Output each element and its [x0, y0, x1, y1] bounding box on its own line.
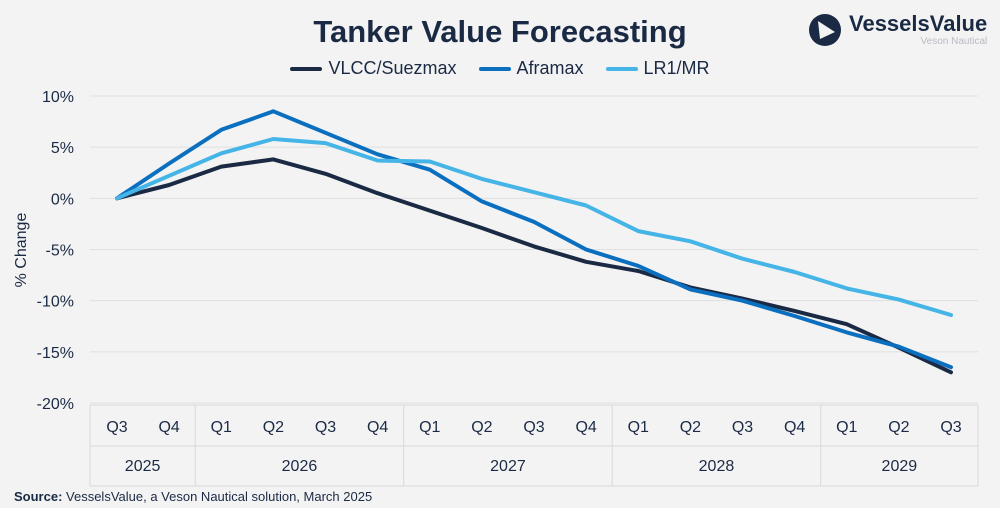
logo-subtext: Veson Nautical — [920, 36, 988, 47]
x-tick-label: Q1 — [628, 419, 649, 436]
series-line-vlcc-suezmax — [115, 157, 953, 375]
y-tick-label: -5% — [46, 243, 74, 260]
x-tick-label: Q4 — [367, 419, 388, 436]
logo-icon — [809, 14, 841, 46]
x-tick-label: Q2 — [471, 419, 492, 436]
legend-item: Aframax — [478, 58, 584, 79]
year-label: 2028 — [699, 458, 735, 475]
legend-label: LR1/MR — [643, 58, 710, 78]
legend-item: VLCC/Suezmax — [290, 58, 457, 79]
series-line-aframax — [115, 109, 953, 370]
x-tick-label: Q2 — [888, 419, 909, 436]
legend-swatch — [478, 66, 511, 71]
x-tick-label: Q4 — [158, 419, 179, 436]
legend: VLCC/Suezmax Aframax LR1/MR — [0, 58, 1000, 79]
y-tick-label: -15% — [37, 345, 74, 362]
x-tick-label: Q1 — [211, 419, 232, 436]
legend-label: Aframax — [516, 58, 584, 78]
y-tick-label: 10% — [42, 89, 74, 106]
x-tick-label: Q2 — [680, 419, 701, 436]
source-label: Source: — [14, 489, 63, 504]
x-tick-label: Q3 — [523, 419, 544, 436]
legend-swatch — [605, 66, 638, 71]
chart-title: Tanker Value Forecasting — [313, 14, 687, 49]
y-tick-label: 0% — [51, 191, 74, 208]
logo: VesselsValue Veson Nautical — [808, 12, 987, 48]
year-label: 2029 — [882, 458, 918, 475]
y-tick-label: 5% — [51, 140, 74, 157]
series-line-lr1-mr — [115, 137, 953, 317]
legend-label: VLCC/Suezmax — [328, 58, 457, 78]
y-tick-label: -20% — [37, 396, 74, 413]
legend-swatch — [290, 66, 323, 71]
x-tick-label: Q4 — [784, 419, 805, 436]
x-tick-label: Q3 — [940, 419, 961, 436]
x-tick-label: Q3 — [315, 419, 336, 436]
logo-text-block: VesselsValue Veson Nautical — [849, 12, 987, 48]
source-note: Source: VesselsValue, a Veson Nautical s… — [14, 489, 372, 504]
x-tick-label: Q1 — [836, 419, 857, 436]
year-label: 2026 — [282, 458, 318, 475]
x-tick-label: Q1 — [419, 419, 440, 436]
x-tick-label: Q3 — [106, 419, 127, 436]
year-label: 2027 — [490, 458, 526, 475]
logo-text: VesselsValue — [849, 11, 988, 36]
y-axis-label: % Change — [13, 213, 30, 288]
x-tick-label: Q3 — [732, 419, 753, 436]
legend-item: LR1/MR — [605, 58, 710, 79]
x-tick-label: Q2 — [263, 419, 284, 436]
x-tick-label: Q4 — [575, 419, 596, 436]
source-text: VesselsValue, a Veson Nautical solution,… — [62, 489, 373, 504]
year-label: 2025 — [125, 458, 161, 475]
y-tick-label: -10% — [37, 294, 74, 311]
